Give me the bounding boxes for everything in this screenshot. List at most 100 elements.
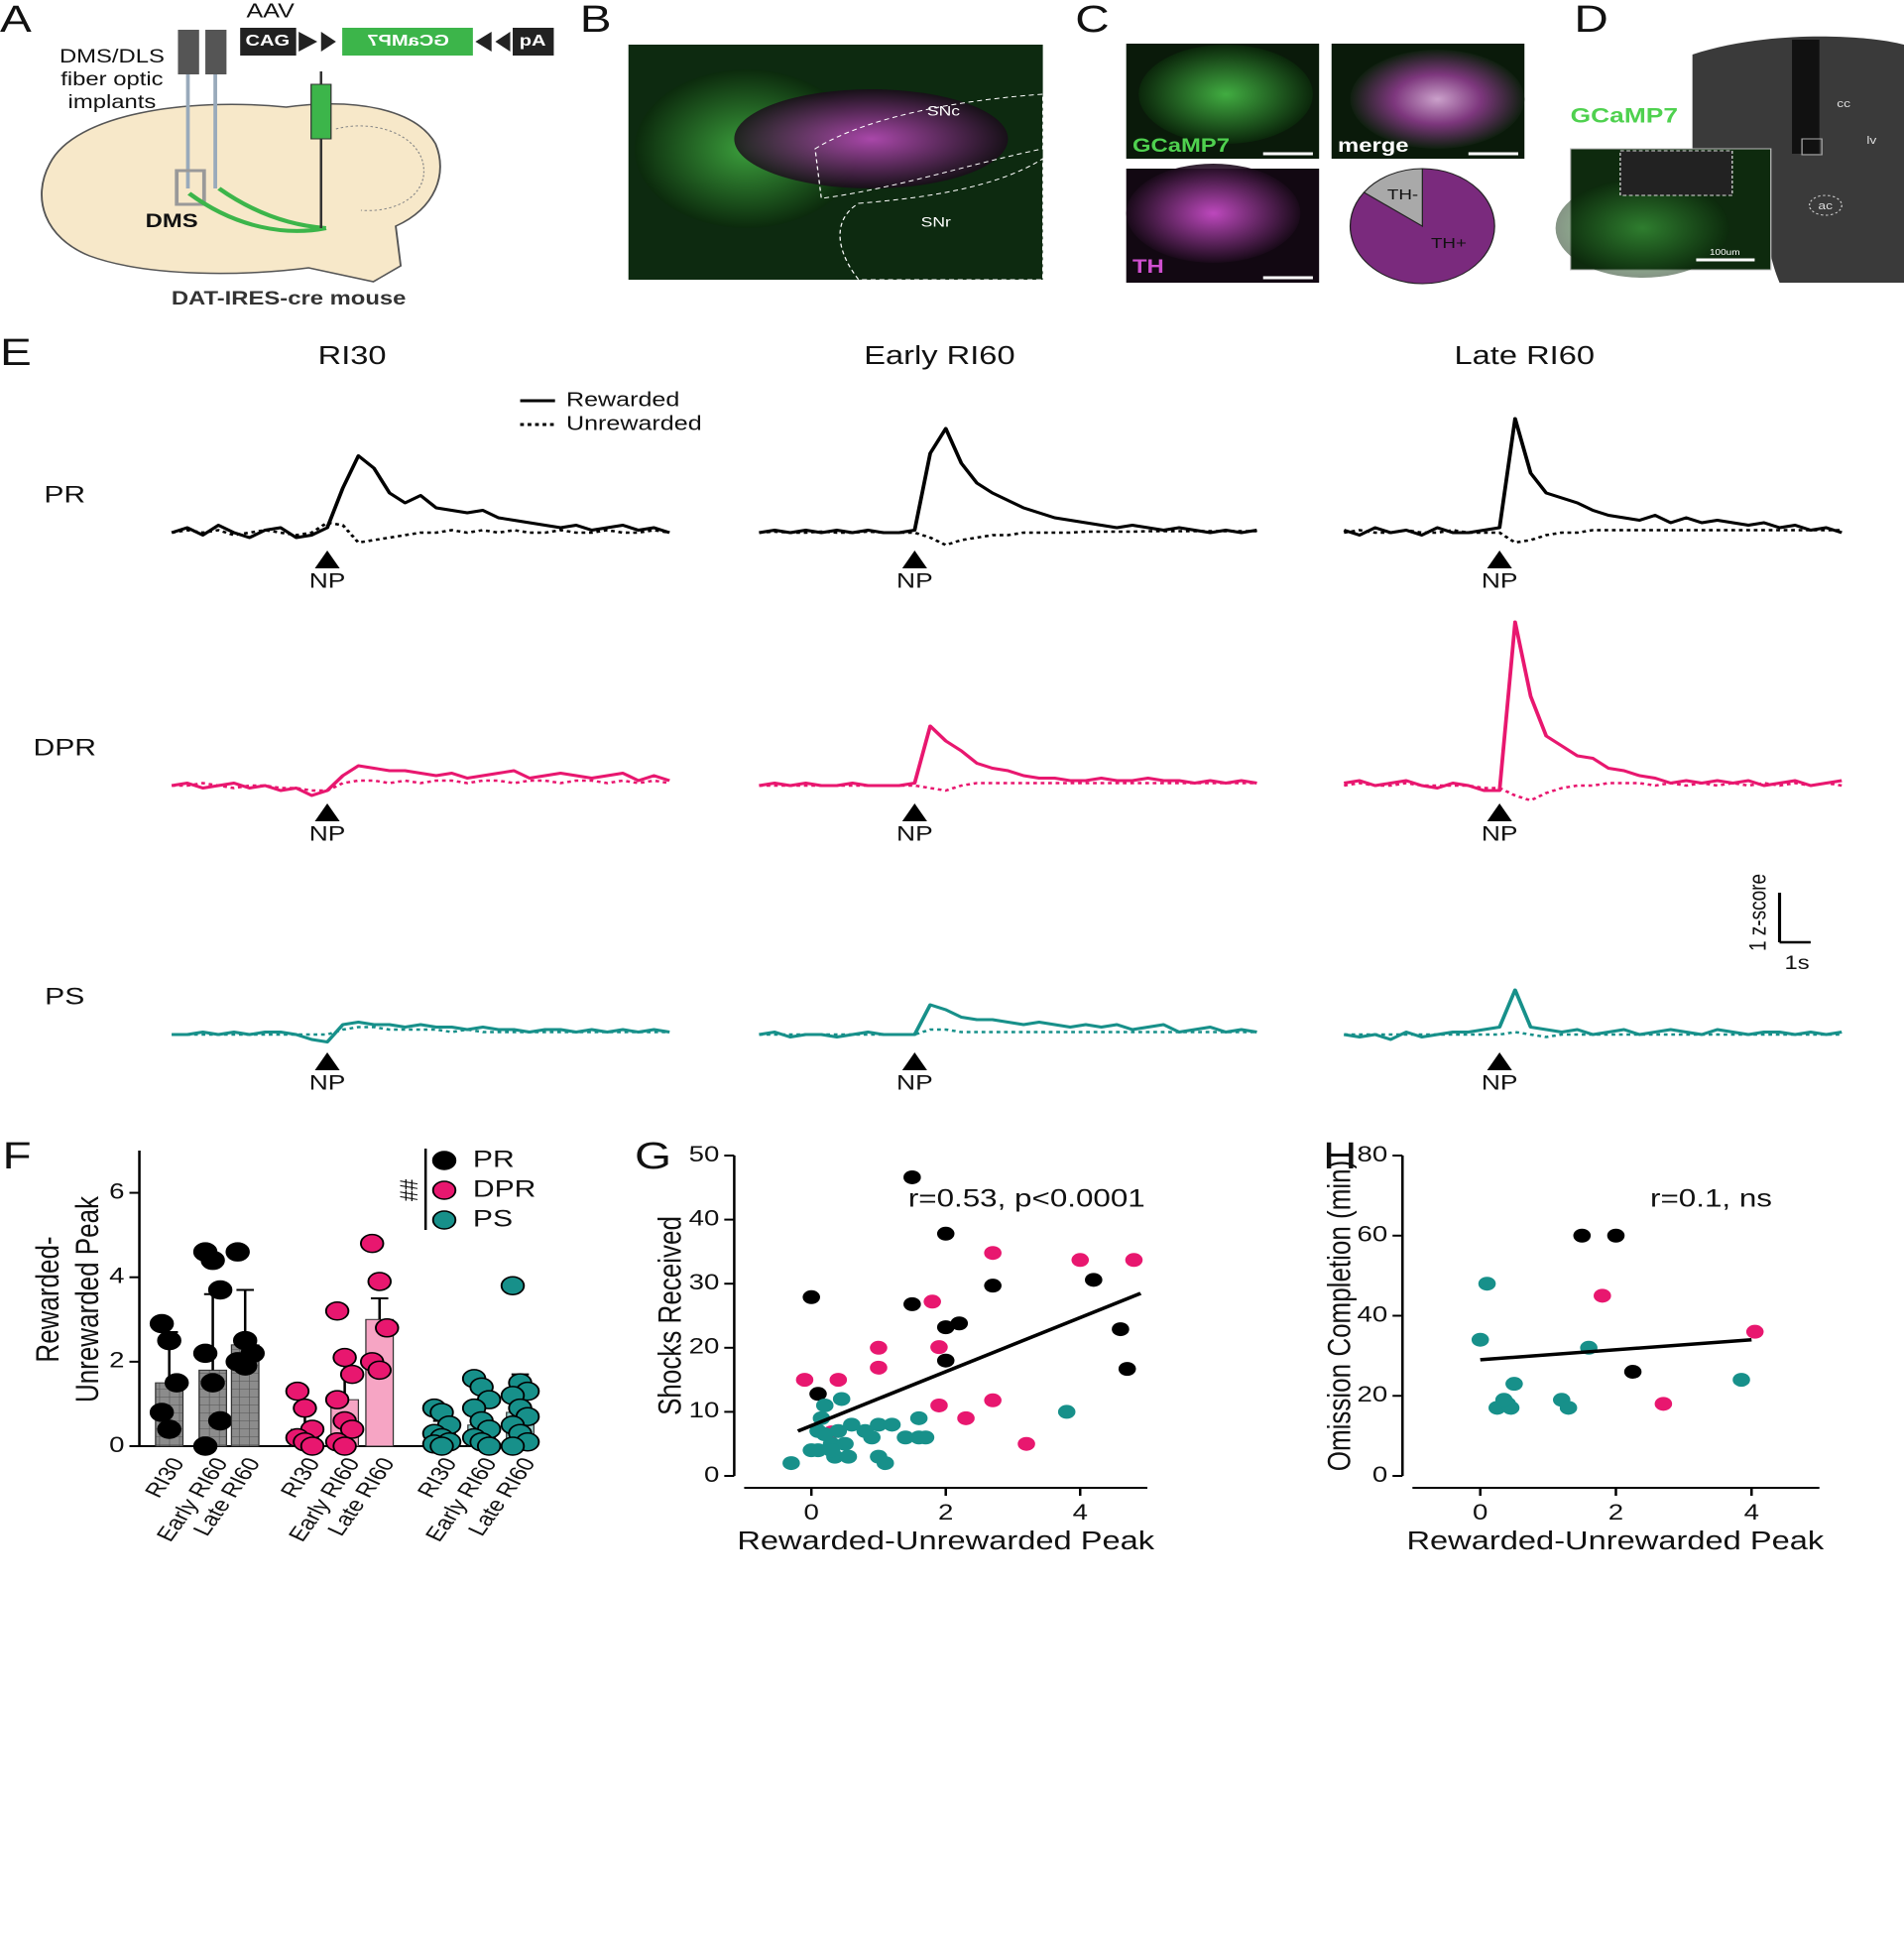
data-point — [1654, 1397, 1673, 1411]
syringe — [310, 83, 332, 140]
data-point — [500, 1276, 526, 1295]
fit-line — [796, 1291, 1142, 1433]
rewarded-trace — [759, 724, 1257, 788]
x-axis-label: Rewarded-Unrewarded Peak — [1406, 1527, 1824, 1555]
data-point — [809, 1387, 827, 1402]
data-point — [984, 1279, 1002, 1293]
data-point — [285, 1381, 310, 1402]
data-point — [950, 1316, 969, 1331]
y-tick-label: 0 — [109, 1432, 124, 1457]
data-point — [1623, 1365, 1642, 1380]
event-marker — [314, 803, 340, 821]
rewarded-trace — [759, 1003, 1257, 1038]
row-label: PS — [45, 982, 84, 1009]
implant — [205, 30, 227, 74]
micrograph — [1126, 164, 1301, 263]
legend-marker — [431, 1210, 457, 1230]
panel-b: SNc SNr — [628, 45, 1044, 281]
panel-label: F — [3, 1136, 32, 1177]
pie-label: TH+ — [1431, 235, 1467, 252]
data-point — [802, 1289, 820, 1304]
lox-site — [298, 32, 336, 52]
data-point — [332, 1347, 357, 1368]
data-point — [916, 1430, 935, 1445]
rewarded-trace — [759, 427, 1257, 535]
data-point — [909, 1410, 928, 1425]
pie-slice — [1363, 168, 1423, 227]
data-point — [795, 1373, 814, 1388]
y-tick-label: 30 — [689, 1271, 720, 1295]
event-label: NP — [896, 822, 933, 846]
rewarded-trace — [1343, 988, 1843, 1041]
event-label: NP — [309, 1071, 346, 1095]
data-point — [293, 1398, 317, 1418]
y-tick-label: 0 — [704, 1462, 719, 1487]
rewarded-trace — [171, 454, 670, 540]
brain — [41, 103, 441, 283]
outline — [839, 157, 1044, 281]
pie-slice — [1349, 168, 1495, 285]
data-point — [1118, 1362, 1136, 1377]
data-point — [936, 1353, 955, 1368]
y-axis-label: Omission Completion (min) — [1322, 1160, 1358, 1472]
pie-label: TH- — [1387, 186, 1418, 203]
annotation: ## — [395, 1179, 423, 1202]
panel-label: B — [580, 0, 612, 41]
panel-label: C — [1075, 0, 1109, 41]
region-label: SNr — [921, 215, 952, 230]
implant-label: DMS/DLS — [60, 45, 165, 66]
data-point — [930, 1398, 948, 1412]
event-label: NP — [1482, 1071, 1518, 1095]
data-point — [863, 1430, 881, 1445]
event-label: NP — [1482, 822, 1518, 846]
data-point — [1494, 1393, 1513, 1407]
data-point — [192, 1436, 218, 1456]
y-tick-label: 6 — [109, 1179, 124, 1204]
micrograph — [1138, 45, 1313, 144]
data-point — [1112, 1322, 1130, 1337]
data-point — [192, 1343, 218, 1364]
projection — [187, 186, 327, 233]
panel-d: GCaMP7 cc lv ac 100um — [1555, 36, 1904, 283]
data-point — [815, 1398, 834, 1412]
data-point — [984, 1246, 1002, 1261]
data-point — [367, 1272, 392, 1291]
inset-box — [1801, 138, 1823, 156]
x-tick-label: 4 — [1073, 1500, 1088, 1525]
data-point — [225, 1242, 250, 1262]
data-point — [829, 1423, 848, 1438]
region-label: DMS — [146, 209, 198, 231]
data-point — [1125, 1253, 1143, 1268]
data-point — [375, 1318, 400, 1338]
y-tick-label: 50 — [689, 1142, 720, 1166]
data-point — [299, 1436, 325, 1456]
data-point — [1505, 1377, 1523, 1392]
data-point — [359, 1233, 385, 1254]
data-point — [1594, 1288, 1611, 1303]
element-label: CAG — [246, 32, 291, 50]
lox-site — [475, 32, 511, 52]
y-tick-label: 60 — [1358, 1222, 1388, 1247]
data-point — [870, 1417, 888, 1432]
region-label: ac — [1818, 199, 1833, 211]
legend-label: PR — [473, 1145, 515, 1171]
inset — [1555, 179, 1730, 278]
data-point — [339, 1364, 365, 1385]
y-tick-label: 0 — [1372, 1462, 1387, 1487]
data-point — [1471, 1332, 1489, 1347]
region-label: SNc — [927, 104, 960, 119]
event-marker — [314, 1052, 340, 1070]
element-label: GCaMP7 — [367, 32, 449, 50]
image-label: GCaMP7 — [1132, 134, 1230, 156]
implant — [178, 30, 199, 74]
data-point — [829, 1373, 848, 1388]
data-point — [870, 1360, 888, 1375]
implant-label: fiber optic — [60, 67, 164, 89]
data-point — [367, 1360, 392, 1381]
y-tick-label: 20 — [1358, 1383, 1388, 1407]
data-point — [232, 1356, 258, 1376]
legend-marker — [431, 1180, 457, 1200]
legend-label: PS — [473, 1204, 513, 1231]
